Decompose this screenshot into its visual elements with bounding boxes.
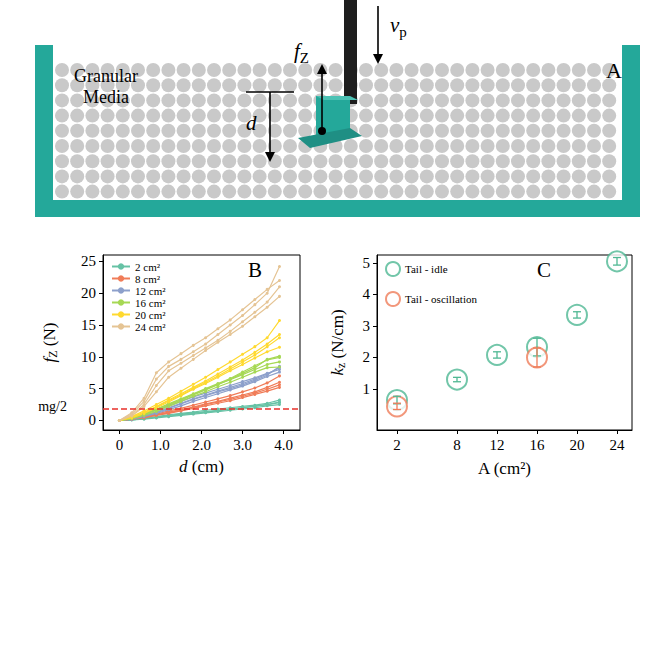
svg-text:16 cm²: 16 cm²: [135, 297, 166, 309]
svg-text:B: B: [248, 258, 262, 282]
svg-text:4.0: 4.0: [274, 437, 293, 453]
svg-text:A: A: [606, 58, 622, 83]
svg-text:fZ: fZ: [294, 39, 309, 66]
svg-text:Tail - idle: Tail - idle: [405, 263, 448, 275]
svg-text:3.0: 3.0: [233, 437, 252, 453]
svg-text:A (cm²): A (cm²): [478, 459, 531, 478]
svg-text:10: 10: [81, 349, 96, 365]
svg-text:C: C: [537, 258, 551, 282]
svg-text:12 cm²: 12 cm²: [135, 285, 166, 297]
svg-text:f: f: [39, 357, 59, 363]
svg-text:12: 12: [490, 437, 505, 453]
svg-text:2: 2: [363, 349, 371, 365]
svg-text:d: d: [246, 111, 257, 135]
svg-text:20: 20: [570, 437, 585, 453]
svg-text:24 cm²: 24 cm²: [135, 321, 166, 333]
svg-text:0: 0: [89, 412, 97, 428]
svg-text:k: k: [327, 368, 347, 376]
svg-text:1.0: 1.0: [151, 437, 170, 453]
svg-text:5: 5: [363, 255, 371, 271]
svg-text:25: 25: [81, 253, 96, 269]
svg-text:0: 0: [116, 437, 124, 453]
svg-text:3: 3: [363, 318, 371, 334]
svg-text:1: 1: [363, 381, 371, 397]
svg-text:5: 5: [89, 381, 97, 397]
svg-text:16: 16: [530, 437, 546, 453]
svg-text:vp: vp: [390, 13, 407, 40]
svg-text:8: 8: [453, 437, 461, 453]
svg-text:d: d: [179, 457, 188, 476]
svg-text:2: 2: [393, 437, 401, 453]
svg-text:20 cm²: 20 cm²: [135, 309, 166, 321]
svg-text:GranularMedia: GranularMedia: [74, 66, 138, 107]
svg-text:8 cm²: 8 cm²: [135, 273, 161, 285]
svg-text:24: 24: [610, 437, 626, 453]
svg-text:(cm): (cm): [192, 457, 224, 476]
svg-text:(N): (N): [40, 323, 59, 347]
svg-text:2 cm²: 2 cm²: [135, 261, 161, 273]
svg-text:20: 20: [81, 285, 96, 301]
svg-text:15: 15: [81, 317, 96, 333]
svg-text:z: z: [334, 362, 348, 369]
svg-text:4: 4: [363, 286, 371, 302]
svg-text:2.0: 2.0: [192, 437, 211, 453]
svg-text:Tail - oscillation: Tail - oscillation: [405, 293, 477, 305]
svg-text:Z: Z: [46, 350, 60, 357]
svg-text:(N/cm): (N/cm): [328, 309, 347, 358]
svg-text:mg/2: mg/2: [38, 399, 67, 414]
